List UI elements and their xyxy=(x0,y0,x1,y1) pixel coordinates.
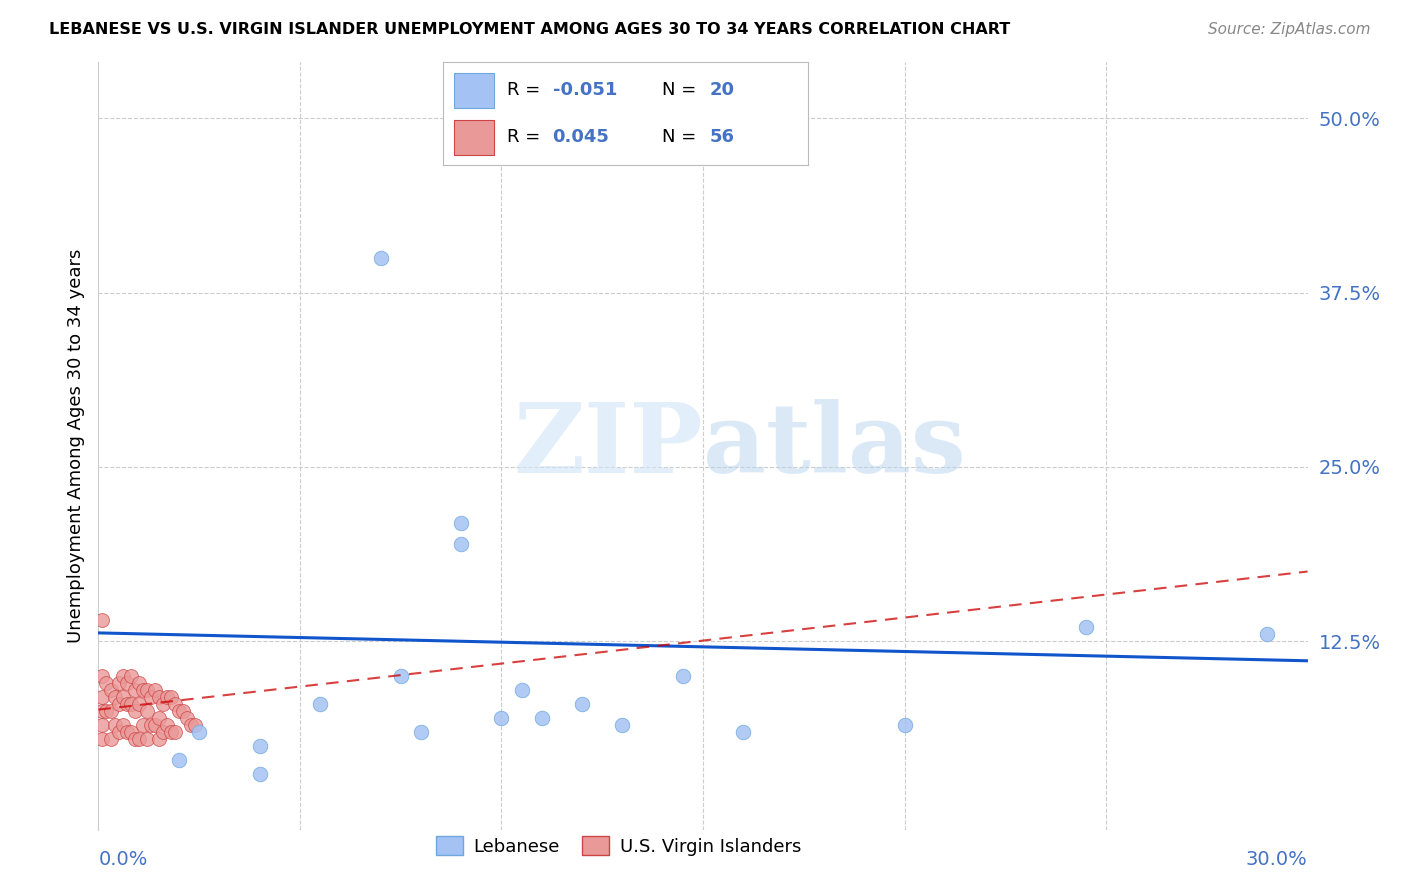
Point xyxy=(1256,627,1278,641)
Point xyxy=(148,711,170,725)
Point xyxy=(152,725,174,739)
Point xyxy=(893,718,915,732)
Point xyxy=(115,725,138,739)
Point xyxy=(135,731,157,746)
Point xyxy=(167,704,190,718)
Point xyxy=(91,704,114,718)
Point xyxy=(530,711,553,725)
Point xyxy=(139,690,162,704)
Point xyxy=(111,718,134,732)
Point xyxy=(124,731,146,746)
Point xyxy=(176,711,198,725)
Text: 0.045: 0.045 xyxy=(553,128,609,146)
Point xyxy=(152,697,174,711)
Point xyxy=(163,725,186,739)
Point xyxy=(103,718,125,732)
Point xyxy=(132,718,155,732)
Point xyxy=(91,669,114,683)
Point xyxy=(135,683,157,698)
FancyBboxPatch shape xyxy=(454,73,494,108)
Point xyxy=(115,697,138,711)
Point xyxy=(120,697,142,711)
Point xyxy=(188,725,211,739)
Point xyxy=(111,669,134,683)
Point xyxy=(389,669,412,683)
Point xyxy=(156,690,179,704)
Point xyxy=(672,669,695,683)
Point xyxy=(612,718,634,732)
Point xyxy=(124,683,146,698)
Text: R =: R = xyxy=(506,81,540,99)
Text: Source: ZipAtlas.com: Source: ZipAtlas.com xyxy=(1208,22,1371,37)
Text: R =: R = xyxy=(506,128,540,146)
Point xyxy=(132,683,155,698)
Point xyxy=(107,725,129,739)
Point xyxy=(135,704,157,718)
Point xyxy=(491,711,513,725)
Point xyxy=(107,676,129,690)
Point xyxy=(111,690,134,704)
Text: 56: 56 xyxy=(710,128,735,146)
Point xyxy=(128,676,150,690)
Point xyxy=(96,676,118,690)
Point xyxy=(128,731,150,746)
Point xyxy=(510,683,533,698)
Point xyxy=(91,690,114,704)
Point xyxy=(91,613,114,627)
Point xyxy=(163,697,186,711)
Point xyxy=(571,697,593,711)
Text: LEBANESE VS U.S. VIRGIN ISLANDER UNEMPLOYMENT AMONG AGES 30 TO 34 YEARS CORRELAT: LEBANESE VS U.S. VIRGIN ISLANDER UNEMPLO… xyxy=(49,22,1011,37)
Y-axis label: Unemployment Among Ages 30 to 34 years: Unemployment Among Ages 30 to 34 years xyxy=(66,249,84,643)
Point xyxy=(120,669,142,683)
Point xyxy=(184,718,207,732)
Text: N =: N = xyxy=(662,81,696,99)
Point xyxy=(1074,620,1097,634)
Point xyxy=(91,718,114,732)
Text: ZIP: ZIP xyxy=(513,399,703,493)
Point xyxy=(100,731,122,746)
Point xyxy=(96,704,118,718)
Point xyxy=(160,725,183,739)
Point xyxy=(100,704,122,718)
Point xyxy=(370,251,392,265)
Point xyxy=(249,739,271,753)
Text: N =: N = xyxy=(662,128,696,146)
Point xyxy=(139,718,162,732)
Point xyxy=(115,676,138,690)
FancyBboxPatch shape xyxy=(454,120,494,155)
Point xyxy=(91,731,114,746)
Text: 20: 20 xyxy=(710,81,735,99)
Point xyxy=(450,516,472,530)
Point xyxy=(733,725,755,739)
Text: atlas: atlas xyxy=(703,399,966,493)
Point xyxy=(180,718,202,732)
Point xyxy=(450,536,472,550)
Point xyxy=(156,718,179,732)
Point xyxy=(100,683,122,698)
Point xyxy=(143,718,166,732)
Point xyxy=(103,690,125,704)
Point xyxy=(309,697,332,711)
Point xyxy=(172,704,194,718)
Point xyxy=(409,725,432,739)
Text: 30.0%: 30.0% xyxy=(1246,850,1308,870)
Point xyxy=(160,690,183,704)
Point xyxy=(249,766,271,780)
Text: -0.051: -0.051 xyxy=(553,81,617,99)
Point xyxy=(120,725,142,739)
Text: 0.0%: 0.0% xyxy=(98,850,148,870)
Point xyxy=(143,683,166,698)
Point xyxy=(167,753,190,767)
Point xyxy=(107,697,129,711)
Point xyxy=(148,731,170,746)
Point xyxy=(124,704,146,718)
Point xyxy=(128,697,150,711)
Point xyxy=(148,690,170,704)
Legend: Lebanese, U.S. Virgin Islanders: Lebanese, U.S. Virgin Islanders xyxy=(429,829,808,863)
